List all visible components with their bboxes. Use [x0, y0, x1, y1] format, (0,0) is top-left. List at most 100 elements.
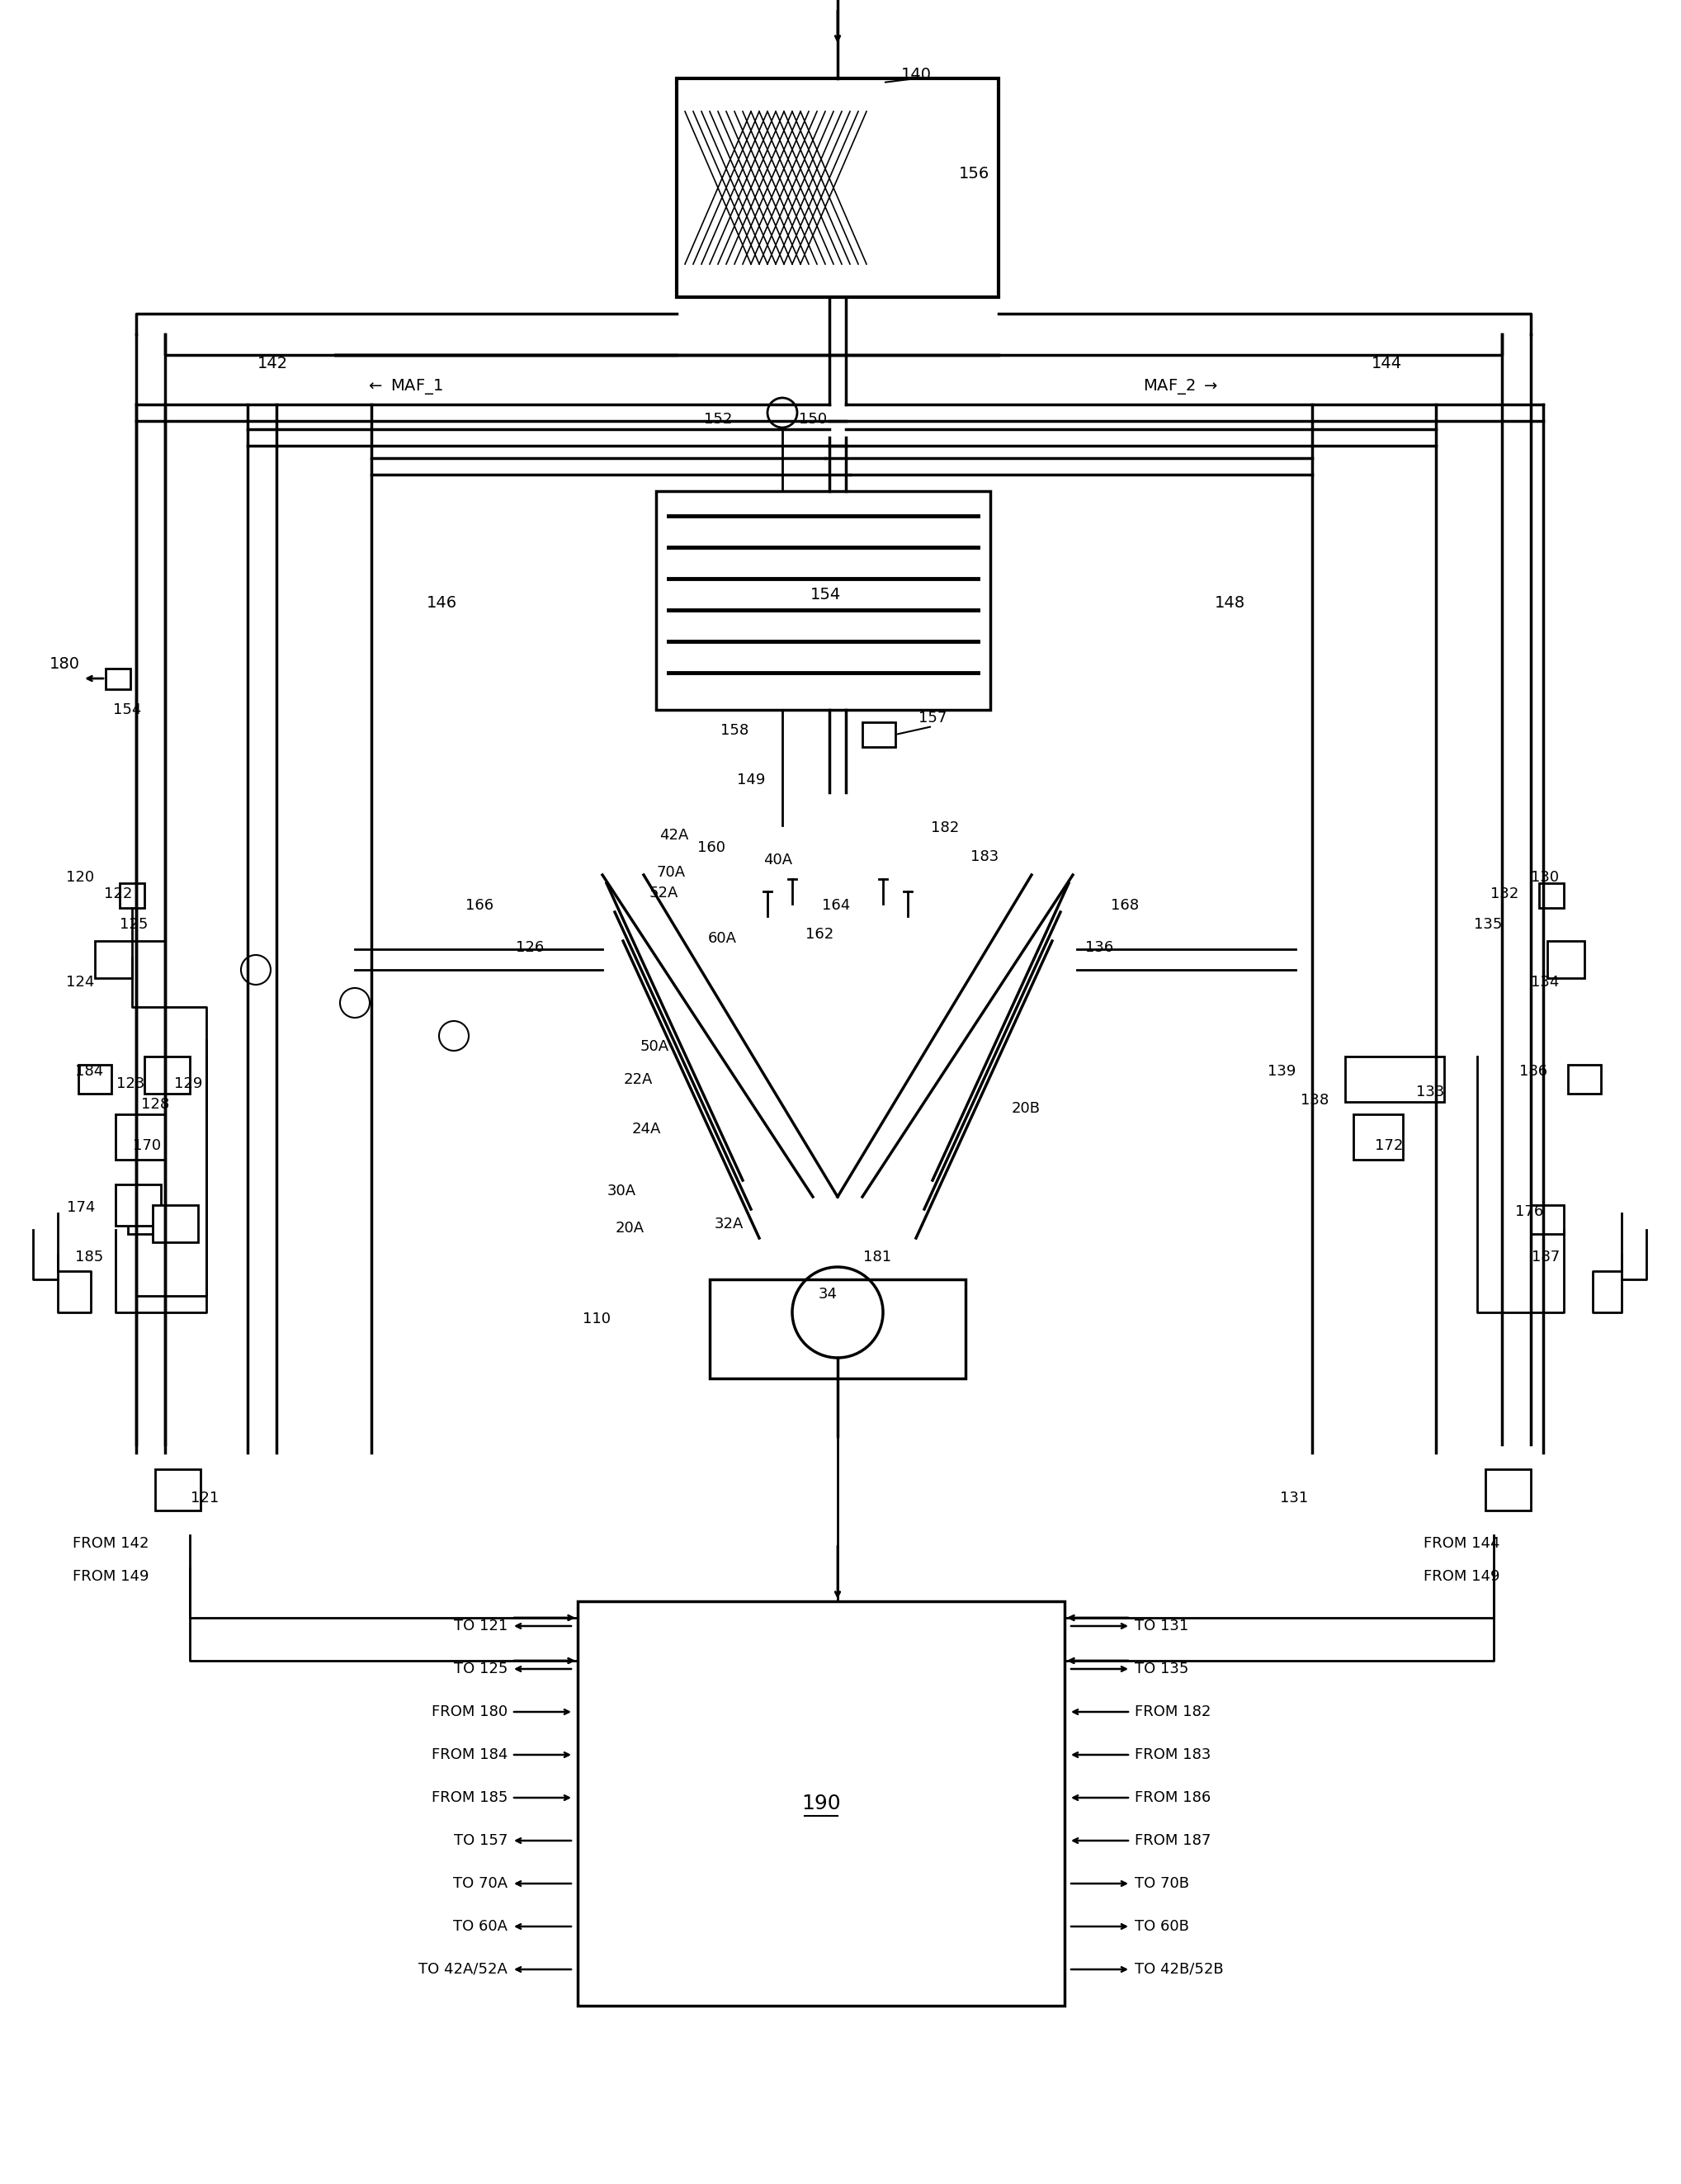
Text: 52A: 52A	[649, 887, 677, 900]
Text: 122: 122	[104, 887, 133, 902]
Text: 168: 168	[1111, 898, 1138, 913]
Bar	[1531, 1206, 1563, 1234]
Text: TO 42A/52A: TO 42A/52A	[419, 1961, 508, 1977]
Text: FROM 144: FROM 144	[1424, 1535, 1499, 1551]
Text: 34: 34	[819, 1286, 837, 1302]
Circle shape	[768, 397, 797, 428]
Text: 186: 186	[1520, 1064, 1548, 1079]
Text: 20B: 20B	[1012, 1101, 1041, 1116]
Text: 176: 176	[1515, 1203, 1543, 1219]
Text: FROM 142: FROM 142	[72, 1535, 150, 1551]
Text: FROM 182: FROM 182	[1135, 1704, 1210, 1719]
Text: TO 42B/52B: TO 42B/52B	[1135, 1961, 1224, 1977]
Text: TO 60B: TO 60B	[1135, 1920, 1188, 1933]
Text: 129: 129	[173, 1077, 202, 1092]
Text: FROM 186: FROM 186	[1135, 1791, 1210, 1806]
Text: 190: 190	[802, 1793, 840, 1813]
Bar	[709, 1280, 965, 1378]
Text: 146: 146	[427, 594, 457, 609]
Text: $\leftarrow$ MAF_1: $\leftarrow$ MAF_1	[366, 378, 444, 395]
Text: 156: 156	[958, 166, 988, 181]
Text: FROM 183: FROM 183	[1135, 1747, 1210, 1762]
Text: 142: 142	[257, 356, 287, 371]
Text: 154: 154	[113, 703, 141, 716]
Text: 166: 166	[466, 898, 494, 913]
Text: 152: 152	[704, 413, 733, 426]
Text: 110: 110	[583, 1313, 610, 1326]
Text: 132: 132	[1491, 887, 1518, 902]
Text: TO 70A: TO 70A	[452, 1876, 508, 1891]
Text: 42A: 42A	[659, 828, 689, 843]
Text: TO 60A: TO 60A	[454, 1920, 508, 1933]
Bar	[1540, 882, 1563, 909]
Text: 30A: 30A	[607, 1184, 635, 1199]
Text: 120: 120	[66, 869, 94, 885]
Text: 184: 184	[76, 1064, 103, 1079]
Circle shape	[340, 987, 370, 1018]
Text: 185: 185	[76, 1249, 103, 1265]
Text: 182: 182	[931, 821, 960, 834]
Bar	[119, 882, 145, 909]
Text: TO 121: TO 121	[454, 1618, 508, 1634]
Text: 20A: 20A	[615, 1221, 644, 1236]
Text: 157: 157	[918, 710, 946, 725]
Text: FROM 185: FROM 185	[432, 1791, 508, 1806]
Text: 123: 123	[116, 1077, 145, 1092]
Text: 130: 130	[1531, 869, 1558, 885]
Text: MAF_2 $\rightarrow$: MAF_2 $\rightarrow$	[1143, 378, 1217, 395]
Text: 150: 150	[798, 413, 827, 426]
Text: TO 125: TO 125	[454, 1662, 508, 1677]
Text: 134: 134	[1531, 974, 1558, 989]
Bar	[656, 491, 990, 710]
Text: 181: 181	[862, 1249, 891, 1265]
Text: 139: 139	[1267, 1064, 1296, 1079]
Circle shape	[439, 1020, 469, 1051]
Text: 124: 124	[66, 974, 94, 989]
Text: TO 70B: TO 70B	[1135, 1876, 1188, 1891]
Text: TO 157: TO 157	[454, 1832, 508, 1848]
Text: 162: 162	[805, 926, 834, 941]
Text: 126: 126	[516, 939, 545, 954]
Text: 144: 144	[1372, 356, 1402, 371]
Text: 121: 121	[190, 1492, 219, 1505]
Text: 149: 149	[736, 773, 765, 788]
Text: 148: 148	[1214, 594, 1246, 609]
Text: 170: 170	[133, 1138, 161, 1153]
Text: 172: 172	[1375, 1138, 1404, 1153]
Bar	[94, 941, 133, 978]
Text: 140: 140	[901, 66, 931, 83]
Text: FROM 180: FROM 180	[432, 1704, 508, 1719]
Text: 183: 183	[970, 850, 999, 865]
Bar	[153, 1206, 198, 1243]
Bar	[128, 1206, 161, 1234]
Text: 22A: 22A	[624, 1072, 652, 1088]
Text: TO 131: TO 131	[1135, 1618, 1188, 1634]
Text: 180: 180	[49, 657, 79, 673]
Bar	[155, 1470, 200, 1511]
Text: 70A: 70A	[656, 865, 686, 880]
Bar	[1547, 941, 1585, 978]
Text: 164: 164	[822, 898, 851, 913]
Text: 154: 154	[810, 587, 840, 603]
Text: 24A: 24A	[632, 1123, 661, 1136]
Bar	[1568, 1066, 1600, 1094]
Text: 50A: 50A	[640, 1040, 669, 1055]
Text: FROM 184: FROM 184	[432, 1747, 508, 1762]
Text: 60A: 60A	[708, 930, 736, 946]
Bar	[578, 1601, 1064, 2005]
Text: FROM 187: FROM 187	[1135, 1832, 1210, 1848]
Bar	[677, 79, 999, 297]
Bar	[79, 1066, 111, 1094]
Bar	[116, 1184, 161, 1225]
Bar	[862, 723, 896, 747]
Bar	[1486, 1470, 1531, 1511]
Text: 135: 135	[1474, 917, 1503, 933]
Text: 125: 125	[119, 917, 148, 933]
Text: FROM 149: FROM 149	[72, 1568, 150, 1583]
Bar	[1353, 1114, 1404, 1160]
Text: 187: 187	[1531, 1249, 1560, 1265]
Circle shape	[240, 954, 271, 985]
Text: 128: 128	[141, 1096, 170, 1112]
Text: 40A: 40A	[763, 852, 793, 867]
Text: FROM 149: FROM 149	[1424, 1568, 1499, 1583]
